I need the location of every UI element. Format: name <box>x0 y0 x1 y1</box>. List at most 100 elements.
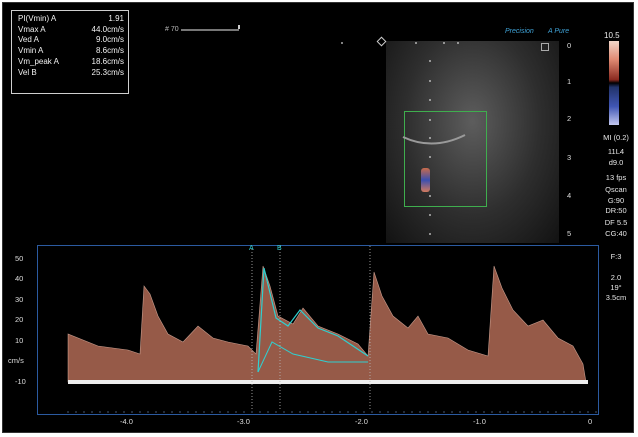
time-axis-dot <box>243 411 245 413</box>
depth-tick: 5 <box>567 229 572 238</box>
measurement-value: 9.0cm/s <box>95 35 124 45</box>
time-axis-dot <box>499 411 501 413</box>
time-axis-dot <box>507 411 509 413</box>
depth-tick: 1 <box>567 77 572 86</box>
system-parameter: d9.0 <box>608 158 624 167</box>
measurement-row: Vel B 25.3cm/s <box>18 68 124 79</box>
frame-label: # 70 <box>165 26 179 33</box>
measurement-label: Vel B <box>18 67 37 77</box>
time-axis-dot <box>147 411 149 413</box>
time-axis-dot <box>259 411 261 413</box>
time-axis-dot <box>339 411 341 413</box>
time-axis-dot <box>83 411 85 413</box>
frame-indicator: # 70 <box>165 25 240 33</box>
time-axis-dot <box>435 411 437 413</box>
measurement-label: Vmin A <box>18 46 44 56</box>
frame-slider[interactable] <box>181 29 239 31</box>
time-tick-label: -1.0 <box>473 417 486 426</box>
time-axis-dot <box>307 411 309 413</box>
time-axis-dot <box>467 411 469 413</box>
velocity-tick-label: -10 <box>15 377 26 386</box>
time-axis-dot <box>115 411 117 413</box>
time-axis-dot <box>451 411 453 413</box>
time-axis-dot <box>187 411 189 413</box>
measurement-row: Ved A 9.0cm/s <box>18 35 124 46</box>
spectral-envelope-edge <box>67 265 587 383</box>
system-parameter: MI (0.2) <box>603 133 629 142</box>
spectral-envelope <box>68 266 586 382</box>
time-axis-dot <box>443 411 445 413</box>
baseline-line <box>68 380 588 384</box>
time-axis-dot <box>299 411 301 413</box>
scan-lines <box>341 42 466 235</box>
time-axis-dot <box>91 411 93 413</box>
time-axis-dot <box>539 411 541 413</box>
measurement-row: Vmax A 44.0cm/s <box>18 25 124 36</box>
system-parameter: 13 fps <box>605 173 627 182</box>
measurement-row: Vmin A 8.6cm/s <box>18 46 124 57</box>
velocity-tick-label: 20 <box>15 315 24 324</box>
time-axis-dot <box>587 411 589 413</box>
time-axis-dot <box>379 411 381 413</box>
time-axis-dot <box>107 411 109 413</box>
measurement-value: 1.91 <box>108 14 124 23</box>
system-parameter: 11L4 <box>607 147 625 156</box>
velocity-tick-label: cm/s <box>8 356 24 365</box>
ultrasound-screen: PI(Vmin) A 1.91 Vmax A 44.0cm/s Ved A 9.0cm/s… <box>2 2 634 433</box>
time-axis-dot <box>555 411 557 413</box>
system-parameter: Qscan <box>605 185 627 194</box>
time-axis-dot <box>531 411 533 413</box>
time-axis-dot <box>99 411 101 413</box>
color-roi-box[interactable] <box>404 111 487 207</box>
time-axis-dot <box>139 411 141 413</box>
measurement-label: Vmax A <box>18 24 46 34</box>
velocity-tick-label: 30 <box>15 295 24 304</box>
precision-label: Precision <box>505 28 534 35</box>
time-axis-dot <box>315 411 317 413</box>
cursor-b-label: B <box>277 245 282 252</box>
time-axis-dot <box>131 411 133 413</box>
depth-tick: 3 <box>567 153 572 162</box>
time-axis-dot <box>275 411 277 413</box>
time-tick-label: -2.0 <box>355 417 368 426</box>
time-axis-dot <box>291 411 293 413</box>
measurement-label: Ved A <box>18 35 39 45</box>
velocity-tick-label: 40 <box>15 274 24 283</box>
time-tick-label: 0 <box>588 417 593 426</box>
time-axis-dot <box>387 411 389 413</box>
time-axis-dot <box>523 411 525 413</box>
pure-label: A Pure <box>548 28 570 35</box>
system-parameter: DF 5.5 <box>604 218 628 227</box>
time-axis-dot <box>411 411 413 413</box>
system-parameter: DR:50 <box>605 206 627 215</box>
cursor-a-label: A <box>249 245 254 252</box>
time-axis-dot <box>419 411 421 413</box>
time-axis-dot <box>123 411 125 413</box>
mean-trace <box>257 341 368 373</box>
time-axis-dot <box>363 411 365 413</box>
time-axis-dot <box>355 411 357 413</box>
time-axis-dot <box>595 411 597 413</box>
system-parameter: 19° <box>610 283 622 292</box>
time-axis-dot <box>283 411 285 413</box>
time-tick-label: -3.0 <box>237 417 250 426</box>
time-axis-dot <box>491 411 493 413</box>
color-scale-max: 10.5 <box>604 31 620 40</box>
time-tick-label: -4.0 <box>120 417 133 426</box>
time-axis-dot <box>67 411 69 413</box>
time-axis-dot <box>251 411 253 413</box>
time-axis-dot <box>75 411 77 413</box>
velocity-tick-label: 10 <box>15 336 24 345</box>
measurement-label: PI(Vmin) A <box>18 14 57 23</box>
time-axis-dot <box>427 411 429 413</box>
time-axis-dot <box>371 411 373 413</box>
system-parameter: 3.5cm <box>605 293 627 302</box>
spectral-doppler-panel[interactable] <box>37 245 599 415</box>
time-axis-dot <box>515 411 517 413</box>
depth-tick: 0 <box>567 41 572 50</box>
system-parameter: 2.0 <box>610 273 622 282</box>
measurement-row: PI(Vmin) A 1.91 <box>18 14 124 25</box>
time-axis-dot <box>475 411 477 413</box>
time-axis-dot <box>347 411 349 413</box>
time-axis-dot <box>403 411 405 413</box>
